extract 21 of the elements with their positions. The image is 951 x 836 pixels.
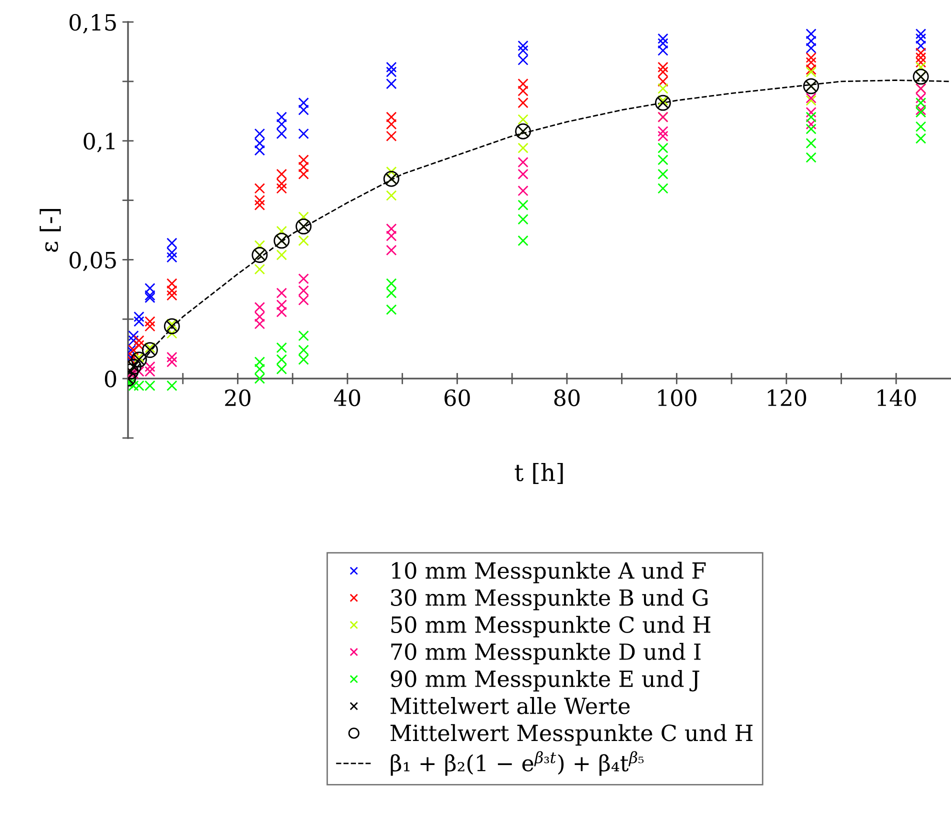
x-tick-label: 20 — [225, 389, 250, 406]
y-tick-label: 0,05 — [70, 252, 116, 272]
x-tick-label: 120 — [768, 389, 806, 406]
y-tick-label: 0 — [104, 370, 116, 388]
y-tick-label: 0,1 — [84, 132, 114, 152]
y-axis-title: ε [-] — [40, 208, 61, 252]
legend-label: 70 mm Messpunkte D und I — [391, 642, 701, 664]
x-tick-label: 140 — [878, 389, 916, 406]
legend-label: β₁ + β₂(1 − e$^{β₃t}$) + β₄t$^{β₅}$ — [390, 751, 644, 776]
legend-label: 10 mm Messpunkte A und F — [392, 562, 706, 584]
legend-label: Mittelwert alle Werte — [390, 697, 630, 714]
x-tick-label: 80 — [554, 389, 580, 406]
legend-label: 90 mm Messpunkte E und J — [390, 670, 700, 692]
legend-label: Mittelwert Messpunkte C und H — [390, 724, 753, 746]
x-tick-label: 40 — [334, 389, 360, 406]
x-tick-label: 100 — [658, 389, 696, 406]
x-tick-label: 60 — [444, 389, 470, 406]
x-axis-title: t [h] — [514, 462, 563, 484]
legend-label: 30 mm Messpunkte B und G — [391, 588, 708, 610]
y-tick-label: 0,15 — [70, 14, 116, 34]
legend-label: 50 mm Messpunkte C und H — [391, 616, 710, 638]
